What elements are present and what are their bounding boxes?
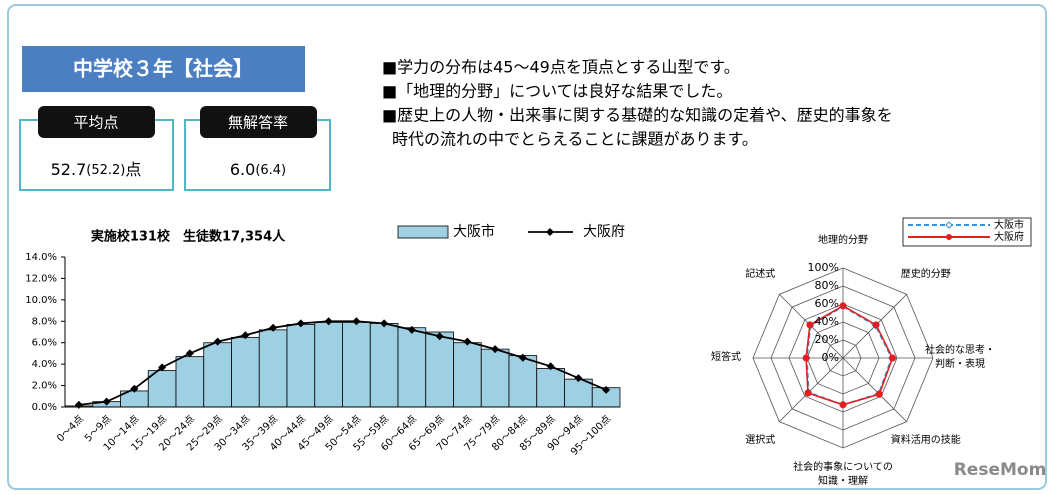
bullet-text: ■「地理的分野」については良好な結果でした。	[382, 82, 732, 101]
stat-label: 平均点	[73, 114, 118, 132]
legend-swatch	[397, 225, 449, 239]
bar	[508, 355, 538, 408]
bar	[480, 348, 510, 408]
r-tick-label: 60%	[815, 297, 839, 310]
bar	[286, 324, 316, 408]
line	[78, 320, 607, 406]
stat-main: 52.7	[51, 160, 87, 179]
watermark: ReseMom	[954, 460, 1047, 480]
line-marker	[130, 384, 139, 393]
y-tick-label: 0.0%	[32, 402, 57, 413]
line-marker	[158, 363, 167, 372]
bullet-text: ■学力の分布は45～49点を頂点とする山型です。	[382, 58, 740, 77]
stat-main: 6.0	[230, 160, 255, 179]
header-title: 中学校３年【社会】	[73, 57, 253, 81]
line-marker	[463, 337, 472, 346]
legend-label: 大阪市	[994, 218, 1024, 231]
stat-compare: (6.4)	[255, 163, 286, 178]
stat-unit: 点	[125, 160, 141, 179]
bar	[231, 336, 260, 408]
bar	[369, 323, 399, 408]
line-marker	[74, 400, 83, 409]
y-tick-label: 8.0%	[32, 316, 57, 327]
spoke	[842, 357, 907, 422]
chart-title: 実施校131校 生徒数17,354人	[91, 229, 286, 245]
y-tick-label: 14.0%	[25, 252, 57, 263]
line-marker	[102, 397, 111, 406]
bar	[564, 378, 593, 408]
y-tick-label: 4.0%	[32, 359, 57, 370]
stat-value: 6.0(6.4)	[230, 160, 286, 179]
radar-label: 選択式	[745, 434, 776, 446]
r-tick-label: 100%	[808, 261, 839, 274]
bar	[314, 321, 343, 408]
radar-marker	[806, 321, 814, 329]
y-tick-label: 12.0%	[25, 273, 57, 284]
r-tick-label: 40%	[815, 315, 839, 328]
line-marker	[407, 325, 416, 334]
radar-marker	[839, 401, 847, 409]
bar	[453, 342, 482, 408]
y-tick-label: 2.0%	[32, 381, 57, 392]
bar	[342, 321, 371, 408]
line-marker	[491, 345, 500, 354]
legend-label: 大阪市	[453, 223, 495, 240]
bar	[397, 327, 427, 408]
line-marker	[380, 319, 389, 328]
bar	[147, 370, 177, 408]
bullet-text: 時代の流れの中でとらえることに課題があります。	[392, 130, 758, 149]
r-tick-label: 20%	[815, 333, 839, 346]
line-marker	[324, 317, 333, 326]
radar-label: 社会的事象についての 知識・理解	[793, 462, 893, 487]
bullet-text: ■歴史上の人物・出来事に関する基礎的な知識の定着や、歴史的事象を	[382, 106, 893, 125]
bar	[425, 331, 454, 408]
stat-label-box	[38, 106, 155, 138]
stat-compare: (52.2)	[86, 163, 125, 178]
legend-label: 大阪府	[583, 224, 625, 240]
y-tick-label: 6.0%	[32, 338, 57, 349]
legend-label: 大阪府	[994, 230, 1024, 243]
stat-value: 52.7(52.2)点	[51, 160, 142, 179]
line-marker	[213, 337, 222, 346]
bar	[203, 342, 232, 408]
line-marker	[352, 317, 361, 326]
spoke	[779, 357, 844, 422]
y-tick-label: 10.0%	[25, 295, 57, 306]
radar-label: 記述式	[745, 269, 776, 281]
line-marker	[602, 385, 611, 394]
radar-marker	[875, 390, 883, 398]
r-tick-label: 80%	[815, 279, 839, 292]
line-marker	[518, 353, 527, 362]
radar-marker	[839, 302, 847, 310]
bar	[258, 329, 288, 408]
line-marker	[185, 349, 194, 358]
line-marker	[296, 319, 305, 328]
r-tick-label: 0%	[822, 351, 839, 364]
radar-marker	[802, 354, 810, 362]
radar-label: 資料活用の技能	[890, 434, 961, 446]
legend-marker	[946, 234, 952, 240]
line-marker	[269, 323, 278, 332]
legend-box	[902, 217, 1032, 247]
radar-label: 短答式	[711, 352, 741, 363]
stat-label: 無解答率	[228, 114, 288, 132]
stat-label-box	[200, 106, 317, 138]
radar-marker	[889, 354, 896, 362]
bar	[175, 356, 205, 408]
line-marker	[241, 331, 250, 340]
header-box	[22, 46, 305, 92]
line-marker	[546, 362, 555, 371]
radar-marker	[872, 321, 880, 329]
legend-marker	[546, 228, 554, 236]
line-marker	[435, 332, 444, 341]
radar-label: 歴史的分野	[900, 269, 951, 281]
radar-label: 社会的な思考・ 判断・表現	[925, 345, 995, 370]
bar	[536, 368, 565, 408]
legend-marker	[945, 221, 953, 229]
radar-label: 地理的分野	[818, 235, 868, 246]
radar-marker	[804, 389, 812, 397]
line-marker	[574, 374, 583, 383]
